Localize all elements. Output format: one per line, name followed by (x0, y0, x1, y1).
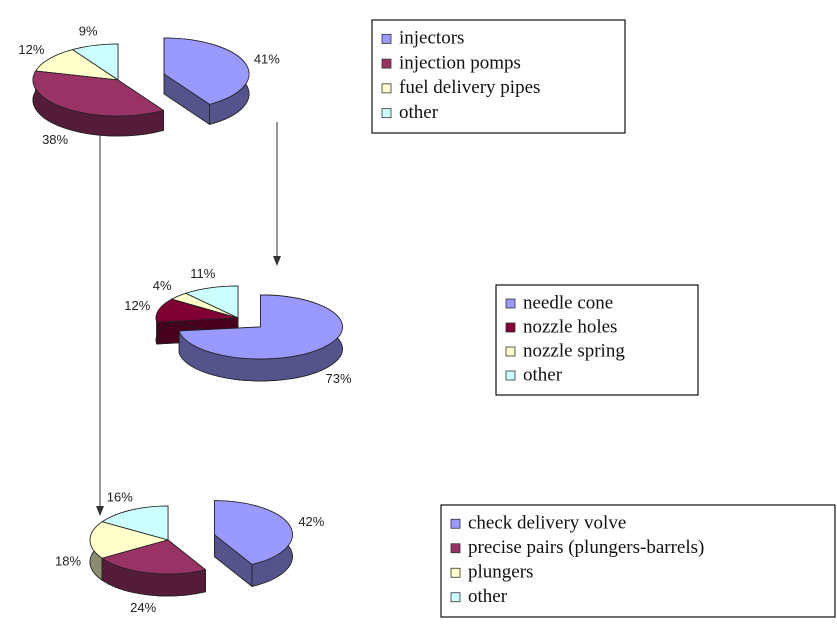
legend-label: nozzle spring (523, 340, 625, 361)
value-label: 18% (55, 553, 81, 568)
legend-label: other (399, 102, 439, 123)
legend-label: other (523, 364, 563, 385)
value-label: 11% (190, 266, 215, 281)
legend-swatch (505, 346, 516, 357)
value-label: 42% (298, 514, 324, 529)
legend-label: injectors (399, 28, 464, 49)
value-label: 73% (325, 371, 351, 386)
legend-label: injection pomps (399, 52, 521, 73)
slice-group (101, 539, 206, 597)
value-label: 12% (124, 298, 150, 313)
slice-group (32, 70, 164, 137)
legend-label: plungers (468, 562, 533, 583)
legend-swatch (450, 518, 461, 529)
arrow-head (273, 256, 281, 266)
legend-label: other (468, 586, 508, 607)
legend-label: needle cone (523, 292, 613, 313)
legend-swatch (505, 370, 516, 381)
value-label: 16% (107, 489, 133, 504)
slice (101, 539, 206, 575)
value-label: 12% (18, 42, 44, 57)
slice (32, 70, 164, 117)
value-label: 38% (42, 132, 68, 147)
legend-swatch (381, 83, 392, 94)
slice-group (163, 37, 250, 125)
slice (178, 294, 343, 360)
value-label: 4% (153, 278, 172, 293)
slice (89, 521, 169, 559)
legend-box (495, 284, 699, 396)
legend-label: fuel delivery pipes (399, 77, 540, 98)
value-label: 41% (254, 51, 280, 66)
legend-swatch (381, 108, 392, 119)
legend-swatch (381, 33, 392, 44)
legend-box (371, 19, 626, 134)
legend-box (440, 504, 836, 618)
legend-swatch (450, 567, 461, 578)
legend-label: precise pairs (plungers-barrels) (468, 537, 704, 558)
legend-swatch (450, 543, 461, 554)
slice (101, 505, 169, 541)
slice (163, 37, 250, 105)
legend-swatch (505, 322, 516, 333)
slice (214, 500, 293, 565)
legend-swatch (450, 592, 461, 603)
legend-swatch (381, 58, 392, 69)
slice-group (214, 500, 293, 587)
slice (155, 298, 239, 323)
legend-label: check delivery volve (468, 513, 626, 534)
legend-label: nozzle holes (523, 316, 617, 337)
slice-group (178, 294, 343, 382)
legend-swatch (505, 298, 516, 309)
value-label: 9% (79, 23, 98, 38)
slice (35, 49, 119, 81)
value-label: 24% (130, 600, 156, 615)
arrow-head (96, 506, 104, 516)
